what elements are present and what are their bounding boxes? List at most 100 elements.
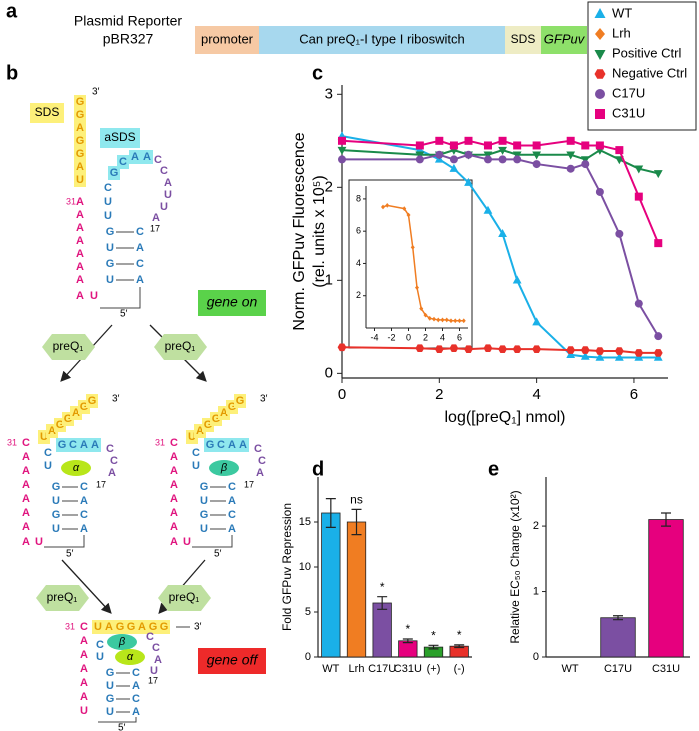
data-point xyxy=(434,345,444,353)
data-point xyxy=(337,146,347,155)
ligand-site xyxy=(115,649,145,665)
sds-box xyxy=(505,26,541,54)
site-label: β xyxy=(220,462,228,474)
data-point xyxy=(566,164,575,173)
nucleotide: A xyxy=(22,451,30,463)
data-point xyxy=(498,345,507,353)
data-point xyxy=(337,343,347,352)
ligand-label: preQ₁ xyxy=(165,339,196,353)
nucleotide: G xyxy=(116,621,125,633)
nt-highlight xyxy=(234,394,246,408)
nucleotide: C xyxy=(152,642,160,654)
data-point xyxy=(415,285,419,291)
error-bar xyxy=(325,498,336,528)
strand-end xyxy=(192,535,233,548)
position-label: 17 xyxy=(148,675,158,685)
nucleotide: U xyxy=(104,196,112,208)
nucleotide: G xyxy=(236,395,245,407)
data-point xyxy=(566,349,576,358)
site-label: α xyxy=(127,651,134,663)
y-tick-label: 1 xyxy=(325,271,333,288)
nucleotide: C xyxy=(80,481,88,493)
data-point xyxy=(498,136,507,145)
legend-marker xyxy=(594,69,606,79)
nucleotide: U xyxy=(80,705,88,717)
position-label: 17 xyxy=(96,479,106,489)
nucleotide: C xyxy=(146,631,154,643)
y-tick-label: 0 xyxy=(305,651,311,663)
prime-label: 3′ xyxy=(112,394,120,405)
nucleotide: U xyxy=(164,189,172,201)
nucleotide: A xyxy=(80,677,88,689)
data-point xyxy=(444,317,449,323)
nucleotide: G xyxy=(76,135,85,147)
nucleotide: C xyxy=(110,455,118,467)
data-point xyxy=(634,352,644,361)
data-point xyxy=(432,316,436,322)
part-label: GFPuv xyxy=(544,31,586,46)
inset-x-tick-label: -2 xyxy=(387,332,395,342)
nucleotide: C xyxy=(192,447,200,459)
nucleotide: G xyxy=(110,167,119,179)
inset-x-tick-label: -4 xyxy=(370,332,378,342)
nucleotide: C xyxy=(44,447,52,459)
legend-box xyxy=(587,1,697,131)
nucleotide: G xyxy=(106,667,115,679)
data-point xyxy=(449,163,459,172)
data-point xyxy=(338,155,346,164)
data-point xyxy=(595,347,605,355)
nucleotide: G xyxy=(76,96,85,108)
data-point xyxy=(483,155,492,164)
x-tick-label: 2 xyxy=(435,386,443,403)
nucleotide: U xyxy=(94,621,102,633)
nt-highlight xyxy=(74,134,86,148)
data-point xyxy=(532,317,542,326)
nucleotide: A xyxy=(91,439,99,451)
significance-label: * xyxy=(405,622,410,636)
nucleotide: A xyxy=(152,212,160,224)
nucleotide: U xyxy=(44,460,52,472)
nucleotide: C xyxy=(136,226,144,238)
error-bar xyxy=(351,508,362,536)
y-tick-label: 2 xyxy=(533,520,539,532)
data-point xyxy=(435,136,444,145)
nt-highlight xyxy=(86,394,98,408)
nucleotide: A xyxy=(143,151,151,163)
nucleotide: G xyxy=(76,109,85,121)
data-point xyxy=(464,136,473,145)
data-point xyxy=(512,345,522,353)
nucleotide: U xyxy=(104,210,112,222)
ligand-site xyxy=(61,460,91,476)
ligand-site xyxy=(209,460,239,476)
legend-label: Negative Ctrl xyxy=(612,65,687,80)
data-point xyxy=(498,229,507,238)
nucleotide: A xyxy=(22,507,30,519)
site-label: α xyxy=(73,462,80,474)
data-point xyxy=(614,156,624,165)
inset-y-tick-label: 6 xyxy=(356,226,361,236)
nucleotide: G xyxy=(106,693,115,705)
error-bar xyxy=(661,512,671,527)
nucleotide: C xyxy=(228,509,236,521)
significance-label: * xyxy=(457,628,462,642)
nucleotide: A xyxy=(228,495,236,507)
data-point xyxy=(483,205,493,214)
nucleotide: A xyxy=(132,706,140,718)
x-tick-label: 0 xyxy=(338,386,346,403)
panel-label: d xyxy=(312,458,324,480)
data-point xyxy=(634,299,643,308)
x-tick-label: 6 xyxy=(630,386,638,403)
panel-label: e xyxy=(488,458,499,480)
strand-end xyxy=(100,287,141,309)
inset-x-tick-label: 6 xyxy=(457,332,462,342)
data-point xyxy=(415,155,424,164)
data-point xyxy=(614,347,624,355)
data-point xyxy=(449,155,458,164)
nt-highlight xyxy=(74,147,86,161)
nucleotide: A xyxy=(80,691,88,703)
nucleotide: A xyxy=(170,493,178,505)
data-point xyxy=(654,239,663,248)
legend-marker xyxy=(595,109,605,119)
nucleotide: A xyxy=(22,479,30,491)
nucleotide: A xyxy=(220,407,228,419)
